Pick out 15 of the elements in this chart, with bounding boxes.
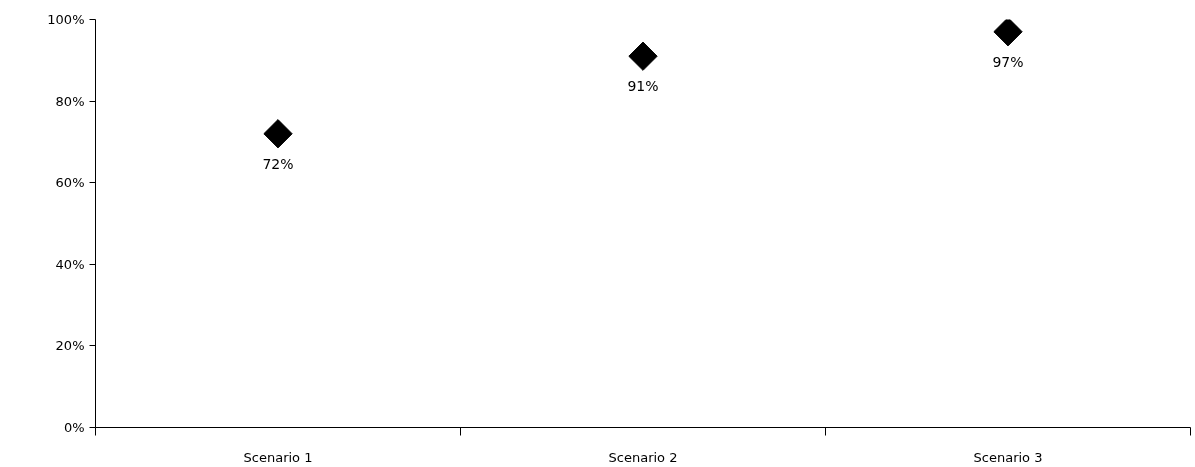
point	[628, 41, 658, 71]
y-tick-label: 60%	[55, 175, 85, 191]
y-tick-label: 100%	[47, 12, 85, 27]
x-tick-label: Scenario 2	[608, 449, 678, 465]
y-tick-label: 0%	[63, 420, 85, 435]
data-label: 72%	[262, 155, 294, 172]
point	[263, 119, 293, 149]
point	[993, 19, 1023, 47]
data-label: 97%	[992, 53, 1024, 70]
x-tick-label: Scenario 3	[973, 449, 1043, 465]
y-tick-label: 20%	[55, 338, 85, 354]
x-tick-label: Scenario 1	[243, 449, 313, 465]
data-label: 91%	[627, 78, 659, 95]
y-tick-label: 40%	[55, 256, 85, 272]
y-tick-label: 80%	[55, 93, 85, 109]
